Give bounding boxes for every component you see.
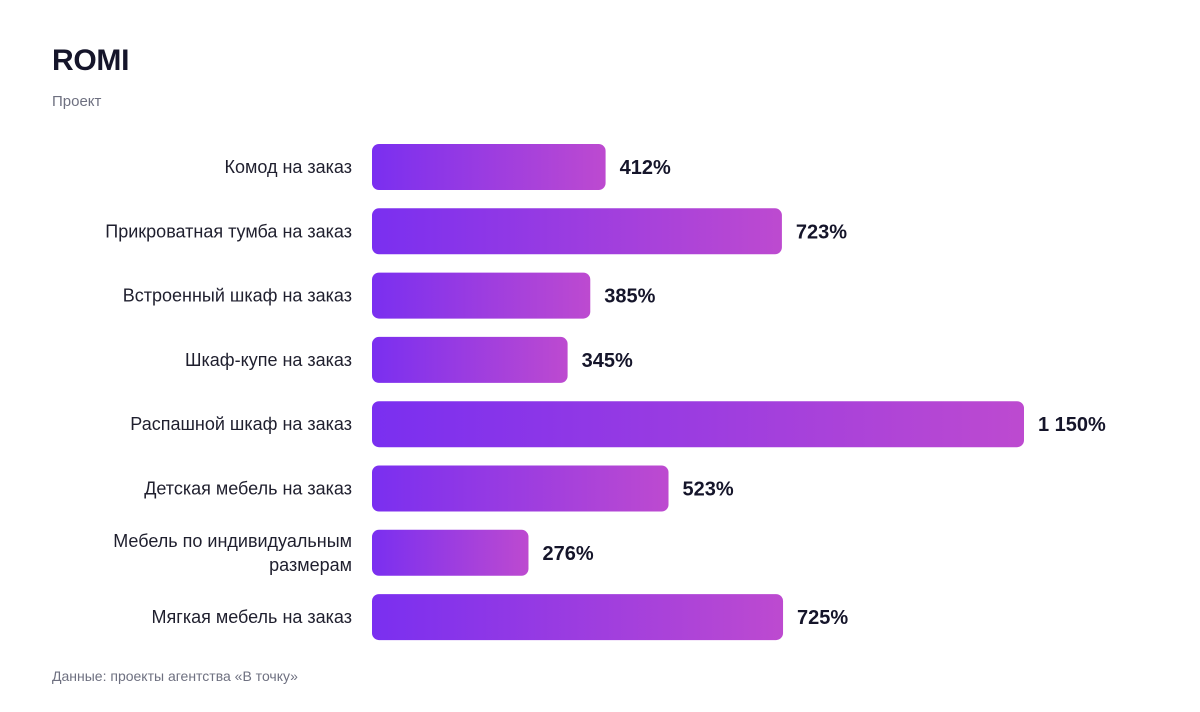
chart-source-note: Данные: проекты агентства «В точку»	[52, 668, 298, 684]
category-label: Встроенный шкаф на заказ	[123, 286, 352, 306]
value-label: 345%	[582, 350, 633, 372]
chart-subtitle: Проект	[52, 93, 102, 110]
category-label: Прикроватная тумба на заказ	[105, 221, 352, 241]
category-label: Комод на заказ	[224, 157, 352, 177]
chart-title: ROMI	[52, 44, 130, 77]
value-label: 725%	[797, 607, 848, 629]
category-label: Мягкая мебель на заказ	[152, 607, 352, 627]
category-label: Детская мебель на заказ	[144, 479, 352, 499]
value-label: 523%	[683, 479, 734, 501]
bar	[372, 401, 1024, 448]
bar	[372, 208, 782, 255]
value-label: 385%	[604, 286, 655, 308]
bar	[372, 144, 606, 190]
category-label: Шкаф-купе на заказ	[185, 350, 352, 370]
value-label: 1 150%	[1038, 414, 1106, 436]
value-label: 276%	[542, 543, 593, 565]
category-label: Мебель по индивидуальным размерам	[113, 531, 352, 575]
bar	[372, 336, 568, 383]
value-label: 412%	[620, 157, 671, 179]
bar	[372, 465, 669, 512]
category-label: Распашной шкаф на заказ	[130, 414, 352, 434]
bar	[372, 529, 529, 576]
value-label: 723%	[796, 221, 847, 243]
bar	[372, 594, 784, 641]
bar	[372, 272, 591, 319]
bars-group: Комод на заказ 412% Прикроватная тумба на …	[105, 144, 1106, 641]
